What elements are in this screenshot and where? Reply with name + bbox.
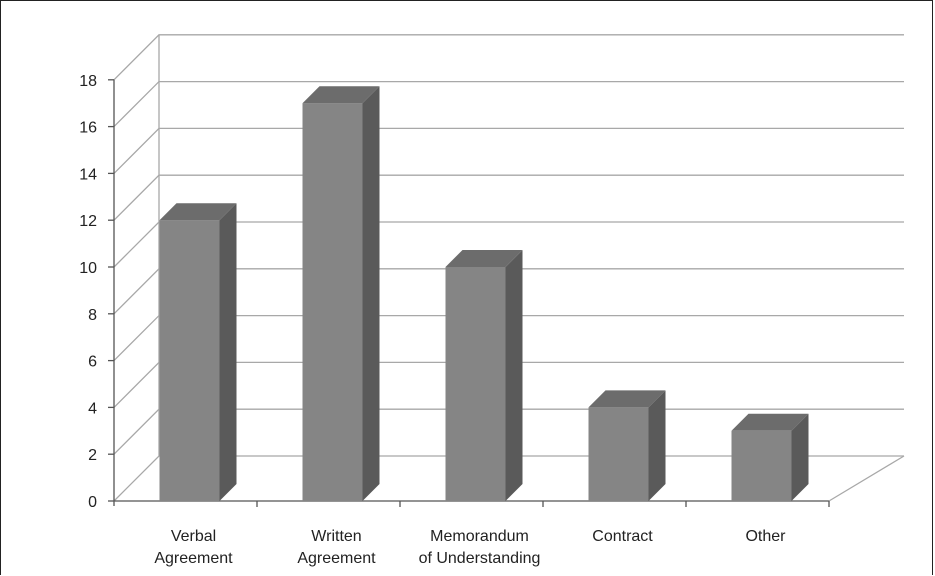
gridline [113,34,904,81]
x-category-label: Contract [592,528,653,545]
x-category-label-line: Contract [592,528,653,545]
x-category-label-line: of Understanding [419,550,541,567]
bar-top [731,413,809,431]
y-tick-label: 4 [88,400,97,417]
bar-top [302,86,380,104]
bar-side [505,250,523,501]
gridlines [113,34,904,502]
bar-side [219,203,237,501]
x-category-label-line: Written [311,528,361,545]
x-category-label-line: Agreement [297,550,376,567]
bar [731,413,809,501]
gridline [113,127,904,174]
x-category-label: Verbal Agreement [154,528,233,567]
y-tick-label: 10 [79,260,97,277]
bar-top [159,203,237,221]
y-tick-label: 18 [79,73,97,90]
bar-front [445,267,506,501]
bar-front [159,220,220,501]
x-category-label-line: Verbal [171,528,216,545]
bars [159,86,809,501]
x-category-label: Other [745,528,786,545]
x-category-label-line: Memorandum [430,528,529,545]
gridline [113,80,904,128]
floor-right-edge [828,455,905,502]
y-tick-label: 12 [79,213,97,230]
y-tick-label: 16 [79,120,97,137]
bar-side [791,413,809,501]
bar-top [445,250,523,267]
x-category-label-line: Other [745,528,786,545]
y-tick-label: 8 [88,307,97,324]
bar-front [302,103,363,501]
bar-front [588,407,649,501]
y-tick-label: 6 [88,354,97,371]
bar-top [588,390,666,408]
x-category-label: Written Agreement [297,528,376,567]
bar-side [648,390,666,501]
y-tick-label: 2 [88,447,97,464]
y-axis-tick-labels: 0 2 4 6 8 10 12 14 16 18 [79,73,97,511]
bar [588,390,666,501]
bar [445,250,523,501]
bar-front [731,430,792,501]
bar-side [362,86,380,501]
bar [302,86,380,501]
y-tick-label: 0 [88,494,97,511]
x-category-label-line: Agreement [154,550,233,567]
bar [159,203,237,501]
x-axis-category-labels: Verbal Agreement Written Agreement Memorandu… [154,528,786,567]
x-category-label: Memorandum of Understanding [419,528,541,567]
y-tick-label: 14 [79,166,97,183]
